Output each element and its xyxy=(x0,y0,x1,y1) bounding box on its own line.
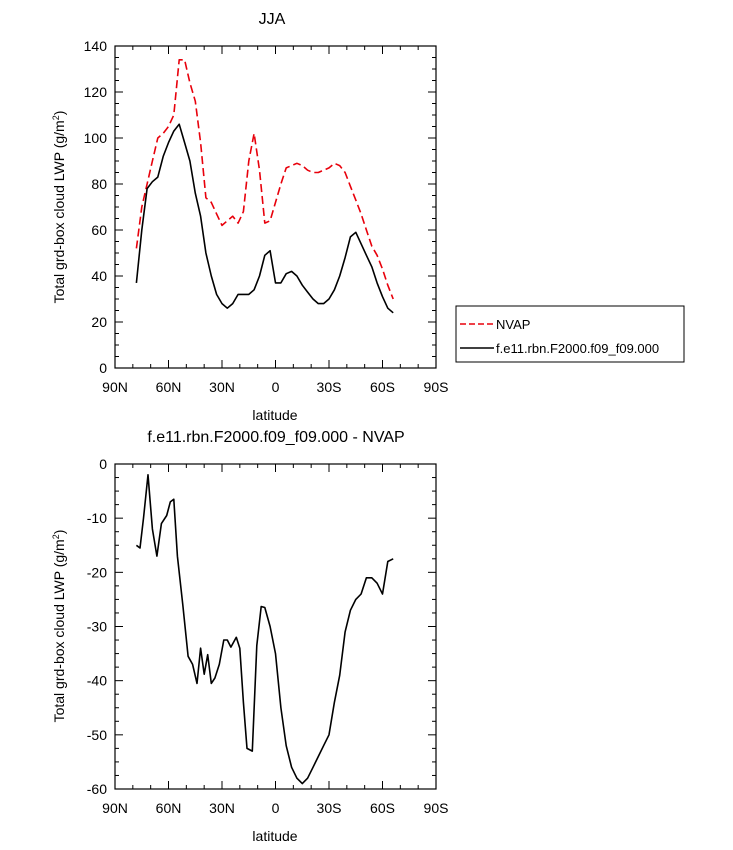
plot-frame xyxy=(114,463,437,790)
y-tick-label: 0 xyxy=(99,360,107,376)
chart-title: JJA xyxy=(259,11,286,28)
x-tick-label: 60N xyxy=(156,800,182,816)
y-tick-label: 40 xyxy=(91,268,107,284)
y-tick-label: 20 xyxy=(91,314,107,330)
y-tick-label: 140 xyxy=(84,38,108,54)
x-tick-labels: 90N 60N 30N 0 30S 60S 90S xyxy=(102,379,448,395)
x-tick-label: 90S xyxy=(424,379,449,395)
legend: NVAP f.e11.rbn.F2000.f09_f09.000 xyxy=(455,305,685,363)
y-tick-label: 0 xyxy=(99,456,107,472)
x-axis-label: latitude xyxy=(252,407,297,423)
x-tick-label: 60S xyxy=(370,800,395,816)
x-tick-labels: 90N 60N 30N 0 30S 60S 90S xyxy=(102,800,448,816)
x-tick-label: 30S xyxy=(317,800,342,816)
y-axis-label-sup: 2 xyxy=(51,115,61,120)
y-tick-label: -60 xyxy=(87,781,107,797)
x-tick-label: 60S xyxy=(370,379,395,395)
chart-title: f.e11.rbn.F2000.f09_f09.000 - NVAP xyxy=(147,429,404,446)
y-axis-label-end: ) xyxy=(51,530,67,535)
legend-label-nvap: NVAP xyxy=(496,317,530,332)
y-axis-label: Total grd-box cloud LWP (g/m2) xyxy=(51,530,67,723)
series-line-model xyxy=(135,474,394,785)
x-tick-label: 30N xyxy=(209,379,235,395)
y-tick-label: 120 xyxy=(84,84,108,100)
series-lines xyxy=(135,474,394,785)
x-tick-label: 90S xyxy=(424,800,449,816)
y-tick-labels: 0 20 40 60 80 100 120 140 xyxy=(84,38,108,376)
x-tick-label: 90N xyxy=(102,800,128,816)
plot-frame xyxy=(114,45,437,369)
y-tick-label: -20 xyxy=(87,564,107,580)
x-tick-label: 0 xyxy=(272,800,280,816)
y-tick-label: 60 xyxy=(91,222,107,238)
y-tick-labels: 0 -10 -20 -30 -40 -50 -60 xyxy=(87,456,107,797)
x-tick-label: 60N xyxy=(156,379,182,395)
y-axis-label-main: Total grd-box cloud LWP (g/m xyxy=(51,539,67,722)
y-axis-label-end: ) xyxy=(51,111,67,116)
series-lines xyxy=(135,59,394,314)
x-tick-label: 90N xyxy=(102,379,128,395)
legend-label-model: f.e11.rbn.F2000.f09_f09.000 xyxy=(496,341,659,356)
x-tick-label: 0 xyxy=(272,379,280,395)
y-axis-label: Total grd-box cloud LWP (g/m2) xyxy=(51,111,67,304)
y-tick-label: -40 xyxy=(87,673,107,689)
panel-top: JJA 90N 60N 30N 0 30S 60S 90S 0 20 40 60 80 100 120 1… xyxy=(51,11,685,423)
y-tick-label: 100 xyxy=(84,130,108,146)
x-tick-label: 30S xyxy=(317,379,342,395)
legend-box xyxy=(455,305,685,363)
y-tick-label: -50 xyxy=(87,727,107,743)
x-tick-label: 30N xyxy=(209,800,235,816)
x-axis-label: latitude xyxy=(252,828,297,844)
y-tick-label: 80 xyxy=(91,176,107,192)
y-axis-label-sup: 2 xyxy=(51,534,61,539)
y-axis-label-main: Total grd-box cloud LWP (g/m xyxy=(51,120,67,303)
y-tick-label: -10 xyxy=(87,510,107,526)
series-line-nvap xyxy=(135,59,394,300)
panel-bottom: f.e11.rbn.F2000.f09_f09.000 - NVAP 90N 60… xyxy=(51,429,448,844)
axis-ticks xyxy=(114,463,437,790)
y-tick-label: -30 xyxy=(87,619,107,635)
series-line-model xyxy=(135,123,394,314)
axis-ticks xyxy=(114,45,437,369)
